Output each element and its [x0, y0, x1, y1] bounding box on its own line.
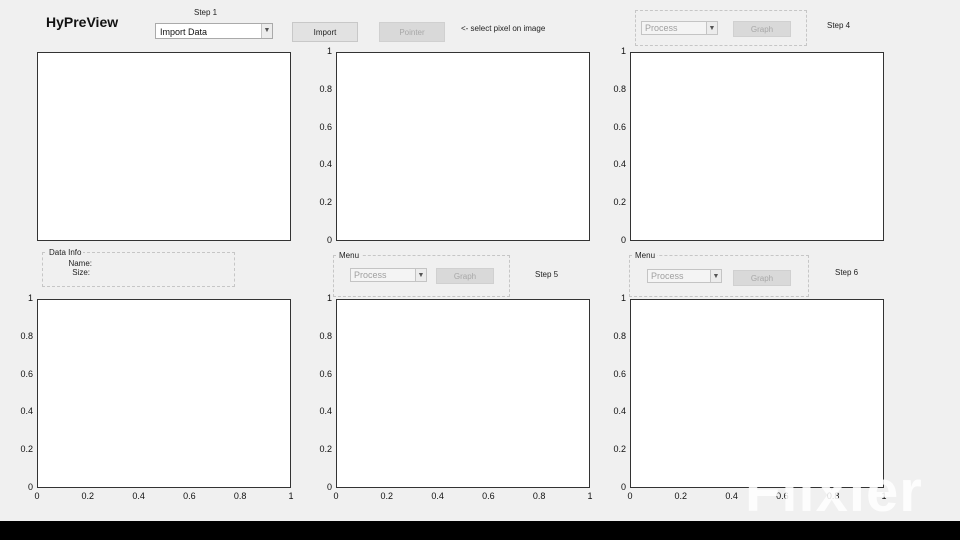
x-tick-label: 0: [333, 491, 339, 501]
pointer-hint: <- select pixel on image: [461, 24, 546, 33]
step-4-graph-button[interactable]: Graph: [733, 21, 791, 37]
data-info-title: Data Info: [47, 248, 84, 257]
x-tick-label: 1: [587, 491, 593, 501]
x-tick-label: 0.4: [132, 491, 145, 501]
y-tick-label: 0.2: [319, 197, 332, 208]
x-tick-label: 0.2: [81, 491, 95, 501]
step-5-process-value: Process: [354, 270, 387, 280]
step-4-label: Step 4: [827, 21, 851, 30]
y-tick-label: 0.6: [613, 121, 626, 132]
y-tick-label: 0.4: [613, 159, 626, 170]
data-info-name-label: Name:: [68, 259, 92, 268]
chevron-down-icon: ▼: [710, 270, 721, 282]
x-tick-label: 0.4: [431, 491, 444, 501]
y-tick-label: 0: [326, 235, 332, 245]
y-tick-label: 0: [620, 235, 626, 245]
y-tick-label: 1: [620, 46, 626, 56]
x-tick-label: 0: [34, 491, 40, 501]
step-4-menu-panel: [635, 10, 807, 46]
step-6-menu-title: Menu: [633, 251, 658, 260]
y-tick-label: 0.8: [613, 330, 626, 341]
y-tick-label: 0.4: [20, 406, 33, 417]
y-tick-label: 0.6: [319, 121, 332, 132]
y-tick-label: 0.4: [319, 159, 332, 170]
y-tick-label: 0.8: [319, 330, 332, 341]
plot-top-right[interactable]: [630, 52, 884, 241]
step-5-menu-title: Menu: [337, 251, 362, 260]
x-tick-label: 0.8: [826, 491, 840, 501]
plot-bottom-right[interactable]: [630, 299, 884, 488]
step-6-menu-panel: [629, 255, 809, 297]
data-source-select[interactable]: Import Data ▼: [155, 23, 273, 39]
step-4-process-value: Process: [645, 23, 678, 33]
data-info-panel: [42, 252, 235, 287]
x-tick-label: 0.8: [233, 491, 247, 501]
image-axes[interactable]: [37, 52, 291, 241]
x-tick-label: 1: [881, 491, 887, 501]
data-source-value: Import Data: [160, 27, 208, 37]
step-5-graph-button[interactable]: Graph: [436, 268, 494, 284]
y-tick-label: 0.4: [613, 406, 626, 417]
step-1-label: Step 1: [194, 8, 218, 17]
y-tick-label: 0.8: [319, 83, 332, 94]
y-tick-label: 0.2: [20, 444, 33, 455]
y-tick-label: 0.4: [319, 406, 332, 417]
y-tick-label: 0: [326, 482, 332, 492]
y-tick-label: 0.2: [319, 444, 332, 455]
y-tick-label: 1: [27, 293, 33, 303]
x-tick-label: 0.4: [725, 491, 738, 501]
step-6-label: Step 6: [835, 268, 859, 277]
data-info-size-label: Size:: [72, 268, 90, 277]
y-tick-label: 0.2: [613, 444, 626, 455]
chevron-down-icon: ▼: [261, 24, 272, 38]
x-tick-label: 0.2: [674, 491, 688, 501]
step-5-label: Step 5: [535, 270, 559, 279]
y-tick-label: 0.2: [613, 197, 626, 208]
chevron-down-icon: ▼: [415, 269, 426, 281]
step-5-menu-panel: [333, 255, 510, 297]
y-tick-label: 0.8: [613, 83, 626, 94]
x-tick-label: 0.6: [482, 491, 495, 501]
step-5-process-select[interactable]: Process ▼: [350, 268, 427, 282]
x-tick-label: 0.6: [776, 491, 789, 501]
plot-bottom-left[interactable]: [37, 299, 291, 488]
chevron-down-icon: ▼: [706, 22, 717, 34]
x-tick-label: 0.8: [532, 491, 546, 501]
y-tick-label: 0.6: [20, 368, 33, 379]
y-tick-label: 1: [326, 46, 332, 56]
y-tick-label: 1: [326, 293, 332, 303]
app-title: HyPreView: [46, 14, 119, 30]
y-tick-label: 0: [620, 482, 626, 492]
y-tick-label: 0: [27, 482, 33, 492]
import-button[interactable]: Import: [292, 22, 358, 42]
plot-bottom-center[interactable]: [336, 299, 590, 488]
step-6-graph-button[interactable]: Graph: [733, 270, 791, 286]
x-tick-label: 0.2: [380, 491, 394, 501]
y-tick-label: 1: [620, 293, 626, 303]
y-tick-label: 0.8: [20, 330, 33, 341]
plot-top-center[interactable]: [336, 52, 590, 241]
step-4-process-select[interactable]: Process ▼: [641, 21, 718, 35]
x-tick-label: 1: [288, 491, 294, 501]
pointer-button[interactable]: Pointer: [379, 22, 445, 42]
x-tick-label: 0: [627, 491, 633, 501]
step-6-process-select[interactable]: Process ▼: [647, 269, 722, 283]
flixier-watermark: Flixier: [745, 459, 923, 524]
step-6-process-value: Process: [651, 271, 684, 281]
y-tick-label: 0.6: [319, 368, 332, 379]
y-tick-label: 0.6: [613, 368, 626, 379]
bottom-bar: [0, 521, 960, 540]
x-tick-label: 0.6: [183, 491, 196, 501]
